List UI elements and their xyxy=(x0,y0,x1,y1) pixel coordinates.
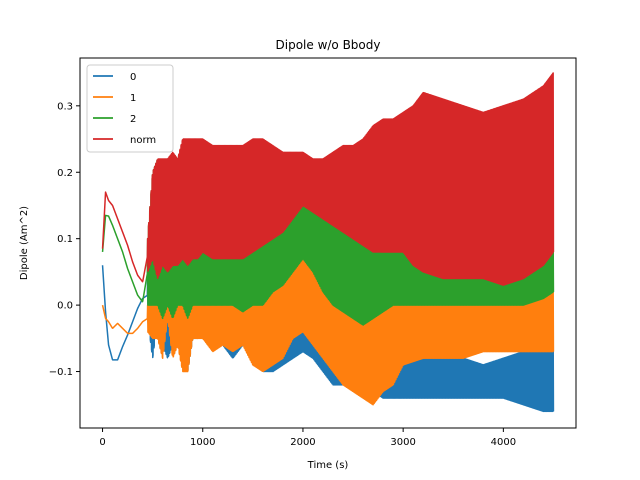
y-tick-label: 0.3 xyxy=(57,101,73,112)
x-tick-label: 3000 xyxy=(390,437,415,448)
x-tick-label: 2000 xyxy=(290,437,315,448)
x-tick-label: 1000 xyxy=(190,437,215,448)
y-tick-label: −0.1 xyxy=(49,367,73,378)
plot-frame xyxy=(79,57,577,429)
legend-label-1: 1 xyxy=(130,93,136,104)
legend: 0 1 2 norm xyxy=(86,64,174,153)
y-tick-label: 0.1 xyxy=(57,234,73,245)
x-axis-label: Time (s) xyxy=(307,460,349,471)
legend-label-2: 2 xyxy=(130,114,136,125)
x-axis: 0 1000 2000 3000 4000 xyxy=(99,428,516,448)
y-tick-label: 0.2 xyxy=(57,168,73,179)
series-layer xyxy=(101,72,555,413)
legend-box xyxy=(86,64,174,153)
chart-title: Dipole w/o Bbody xyxy=(276,38,381,52)
y-axis: −0.1 0.0 0.1 0.2 0.3 xyxy=(49,101,80,378)
x-tick-label: 0 xyxy=(99,437,105,448)
y-axis-label: Dipole (Am^2) xyxy=(19,206,30,280)
legend-label-norm: norm xyxy=(130,135,156,146)
series-line-norm xyxy=(101,72,555,286)
y-tick-label: 0.0 xyxy=(57,301,73,312)
x-tick-label: 4000 xyxy=(491,437,516,448)
legend-label-0: 0 xyxy=(130,72,136,83)
